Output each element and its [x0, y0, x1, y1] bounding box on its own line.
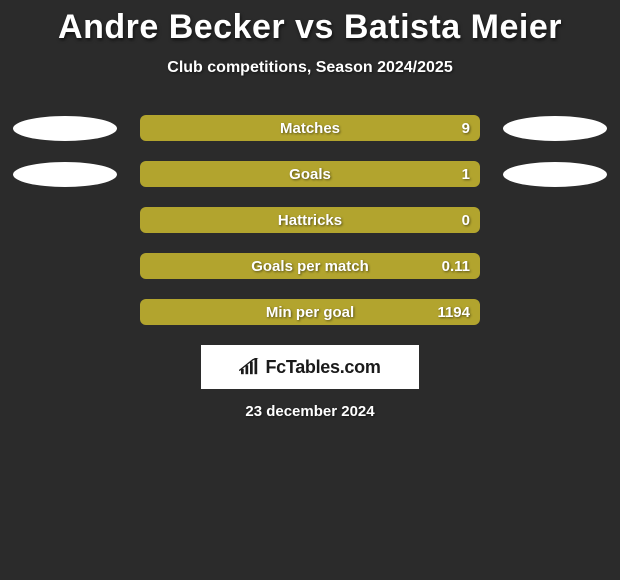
stat-bar: Matches 9: [140, 115, 480, 141]
right-ellipse: [503, 162, 607, 187]
left-value-slot: [10, 253, 120, 279]
stat-value: 0.11: [442, 258, 470, 275]
comparison-title: Andre Becker vs Batista Meier: [0, 0, 620, 47]
left-value-slot: [10, 115, 120, 141]
comparison-subtitle: Club competitions, Season 2024/2025: [0, 59, 620, 77]
snapshot-date: 23 december 2024: [0, 403, 620, 420]
stat-value: 1: [462, 166, 470, 183]
left-value-slot: [10, 161, 120, 187]
right-ellipse: [503, 116, 607, 141]
stat-bar: Goals 1: [140, 161, 480, 187]
stat-row: Hattricks 0: [0, 207, 620, 233]
logo-text: FcTables.com: [265, 357, 380, 378]
stat-label: Matches: [280, 120, 340, 137]
stat-bar: Min per goal 1194: [140, 299, 480, 325]
stat-bar: Hattricks 0: [140, 207, 480, 233]
stat-label: Hattricks: [278, 212, 342, 229]
bar-chart-icon: [239, 358, 261, 376]
left-ellipse: [13, 116, 117, 141]
stats-container: Matches 9 Goals 1 Hattricks 0: [0, 115, 620, 325]
stat-bar: Goals per match 0.11: [140, 253, 480, 279]
stat-value: 1194: [437, 304, 470, 321]
stat-value: 9: [462, 120, 470, 137]
left-value-slot: [10, 207, 120, 233]
stat-label: Min per goal: [266, 304, 354, 321]
right-value-slot: [500, 253, 610, 279]
stat-row: Goals 1: [0, 161, 620, 187]
right-value-slot: [500, 299, 610, 325]
right-value-slot: [500, 161, 610, 187]
stat-row: Min per goal 1194: [0, 299, 620, 325]
left-ellipse: [13, 162, 117, 187]
stat-row: Matches 9: [0, 115, 620, 141]
right-value-slot: [500, 115, 610, 141]
right-value-slot: [500, 207, 610, 233]
stat-value: 0: [462, 212, 470, 229]
fctables-logo[interactable]: FcTables.com: [201, 345, 419, 389]
stat-label: Goals: [289, 166, 331, 183]
stat-row: Goals per match 0.11: [0, 253, 620, 279]
left-value-slot: [10, 299, 120, 325]
stat-label: Goals per match: [251, 258, 369, 275]
